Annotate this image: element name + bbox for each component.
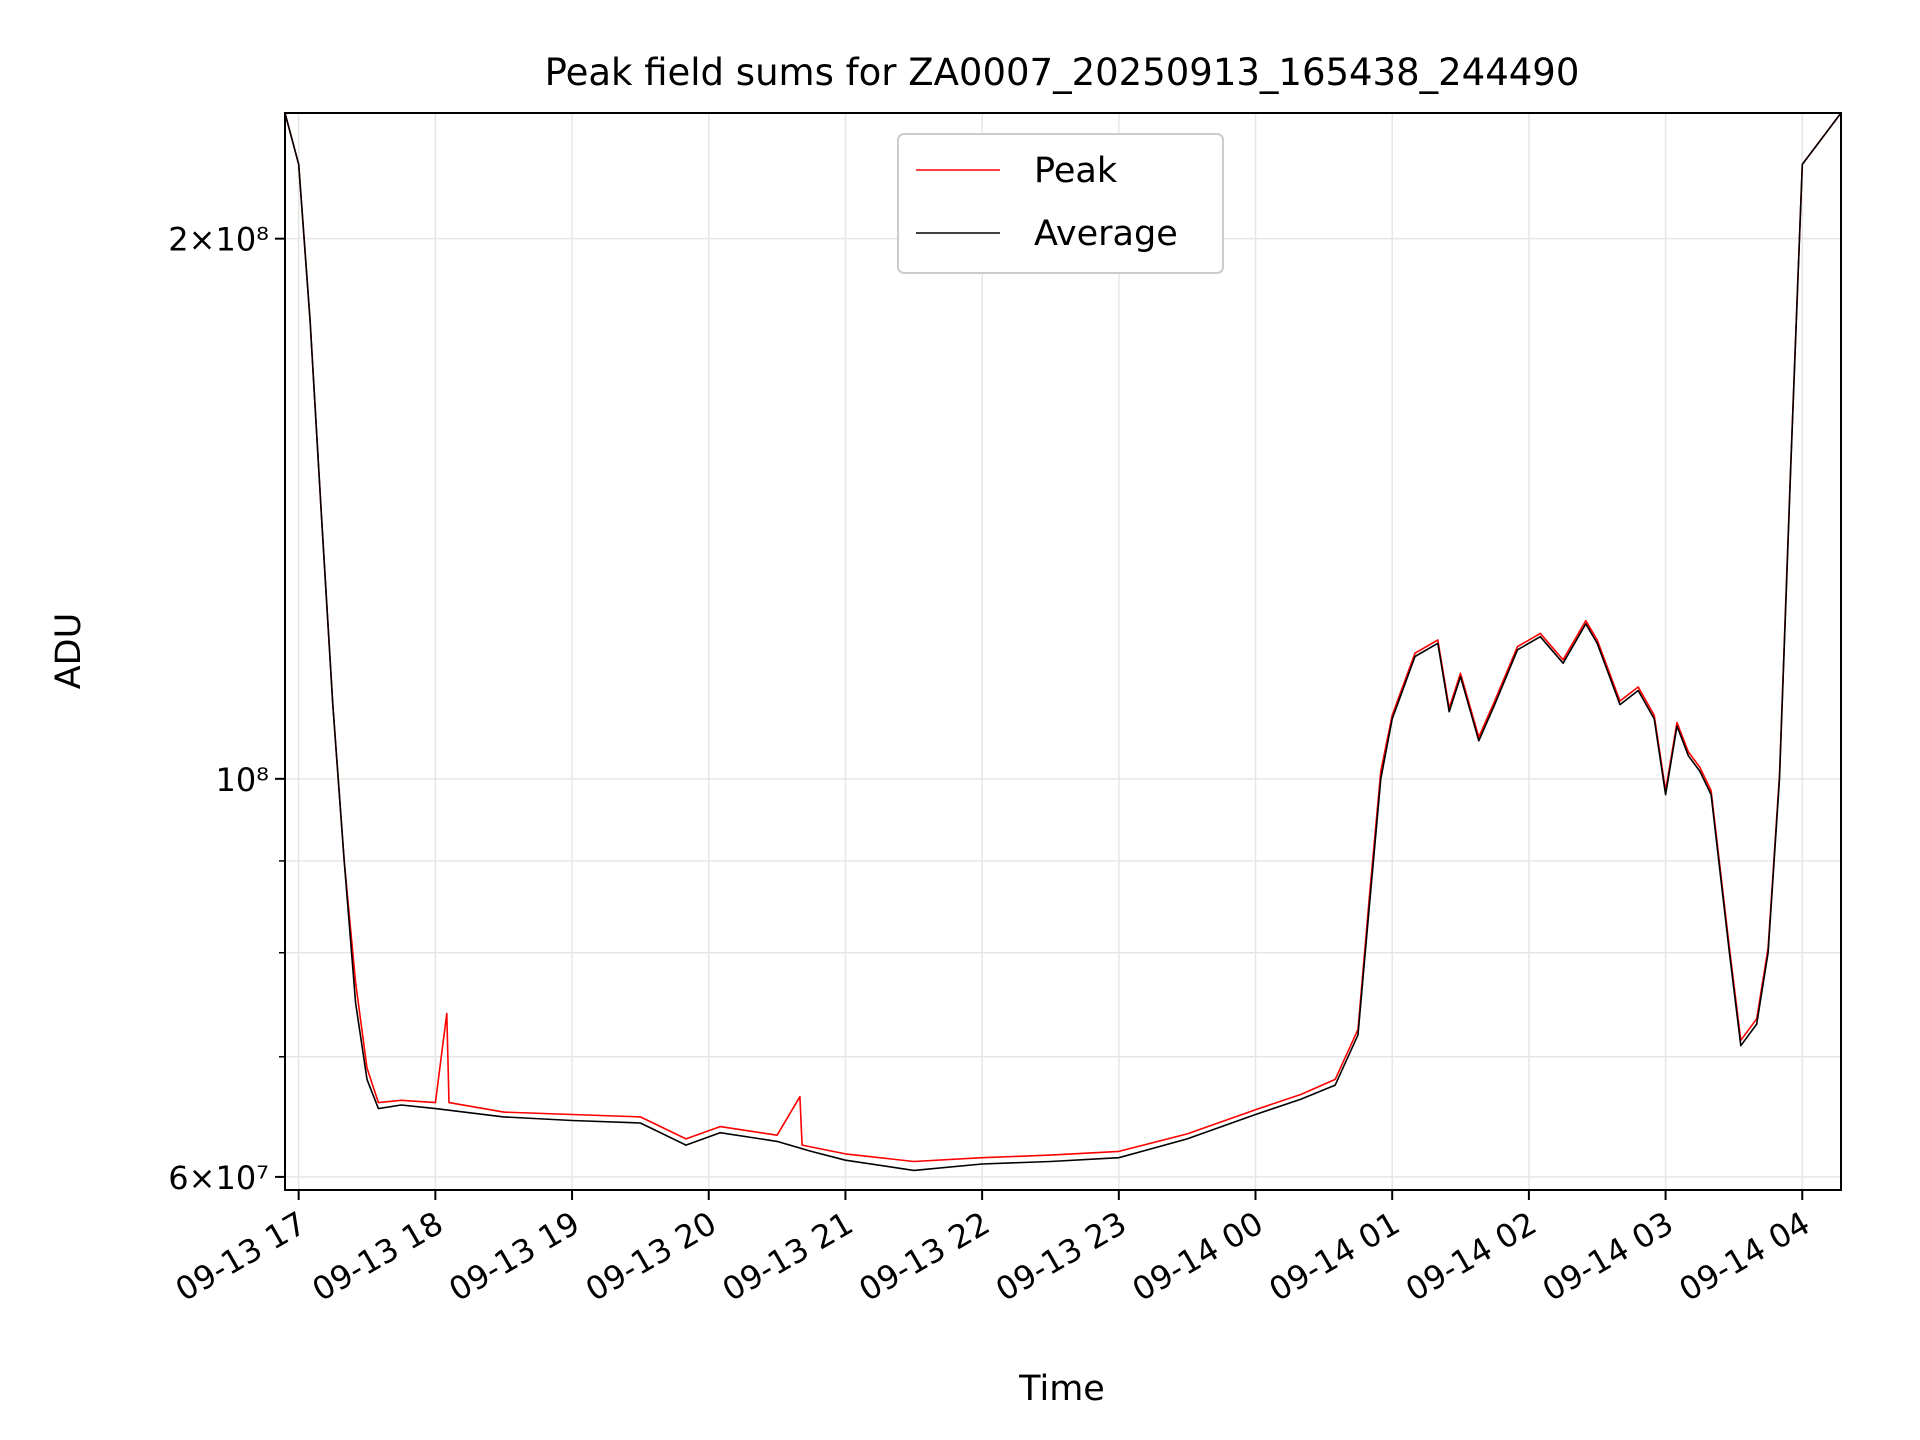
x-tick-label: 09-13 19	[442, 1204, 586, 1309]
x-tick-label: 09-14 00	[1126, 1204, 1270, 1309]
x-tick-label: 09-13 21	[716, 1204, 860, 1309]
y-tick-label: 6×10⁷	[168, 1159, 269, 1197]
x-axis-label: Time	[1018, 1369, 1105, 1409]
series-lines	[284, 112, 1842, 1172]
y-tick-label: 10⁸	[215, 761, 269, 799]
legend-box	[897, 133, 1224, 274]
legend-label-peak: Peak	[1034, 151, 1118, 191]
x-tick-label: 09-13 22	[853, 1204, 997, 1309]
x-tick-label: 09-13 17	[169, 1204, 313, 1309]
x-tick-label: 09-13 23	[989, 1204, 1133, 1309]
x-tick-label: 09-14 03	[1536, 1204, 1680, 1309]
x-tick-label: 09-14 04	[1673, 1204, 1817, 1309]
y-tick-label: 2×10⁸	[168, 221, 269, 259]
x-tick-label: 09-14 01	[1263, 1204, 1407, 1309]
plot-frame	[284, 112, 1842, 1191]
x-tick-label: 09-13 18	[306, 1204, 450, 1309]
x-tick-label: 09-14 02	[1399, 1204, 1543, 1309]
y-axis: 2×10⁸ 10⁸ 6×10⁷	[168, 221, 285, 1197]
chart-title: Peak field sums for ZA0007_20250913_1654…	[545, 51, 1580, 94]
y-axis-label: ADU	[49, 613, 89, 690]
grid	[285, 113, 1841, 1190]
x-tick-label: 09-13 20	[579, 1204, 723, 1309]
legend: Peak Average	[897, 133, 1224, 274]
series-line-average	[284, 112, 1842, 1172]
legend-label-average: Average	[1034, 214, 1178, 254]
